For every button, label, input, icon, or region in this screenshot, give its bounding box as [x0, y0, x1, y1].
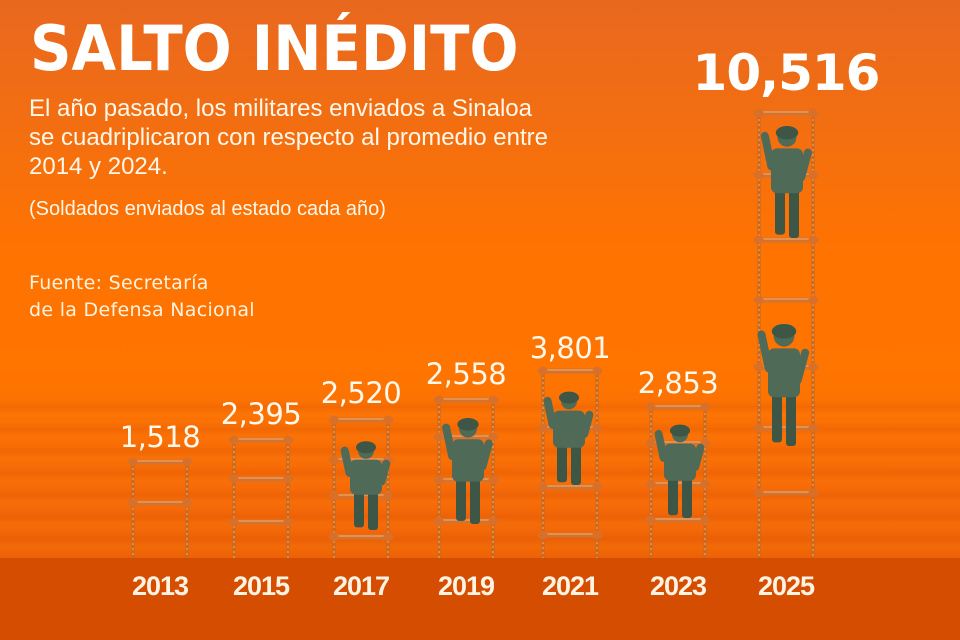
soldier-icon	[654, 424, 705, 518]
year-label-2019: 2019	[437, 571, 495, 601]
year-label-2015: 2015	[232, 571, 290, 601]
value-label-2013: 1,518	[119, 420, 201, 454]
soldier-icon	[442, 418, 493, 524]
value-label-2015: 2,395	[220, 397, 302, 431]
value-label-2023: 2,853	[637, 366, 719, 400]
soldier-icon	[543, 391, 594, 485]
value-label-2025: 10,516	[692, 44, 881, 102]
source-note: Fuente: Secretaría de la Defensa Naciona…	[29, 270, 255, 324]
value-label-2017: 2,520	[320, 376, 402, 410]
year-label-2023: 2023	[649, 571, 707, 601]
soldier-icon	[757, 324, 810, 446]
soldier-icon	[760, 126, 812, 238]
ladder-bar-2017	[328, 415, 394, 558]
ladder-bar-2013	[127, 457, 193, 558]
source-line-1: Fuente: Secretaría	[29, 272, 209, 294]
chart-subtitle: El año pasado, los militares enviados a …	[29, 95, 548, 180]
value-label-2019: 2,558	[425, 357, 507, 391]
year-label-2025: 2025	[757, 571, 815, 601]
ladder-bar-2025	[753, 108, 819, 558]
year-label-2017: 2017	[332, 571, 390, 601]
ladder-bar-2019	[433, 395, 499, 558]
value-label-2021: 3,801	[529, 331, 611, 365]
ladder-bar-2021	[537, 366, 603, 558]
chart-title: SALTO INÉDITO	[30, 12, 519, 85]
soldier-icon	[340, 441, 391, 530]
year-label-2013: 2013	[131, 571, 189, 601]
year-label-2021: 2021	[541, 571, 599, 601]
ladder-bar-2015	[228, 435, 294, 558]
source-line-2: de la Defensa Nacional	[29, 299, 255, 321]
unit-note: (Soldados enviados al estado cada año)	[29, 198, 386, 220]
ladder-bar-2023	[645, 402, 711, 558]
